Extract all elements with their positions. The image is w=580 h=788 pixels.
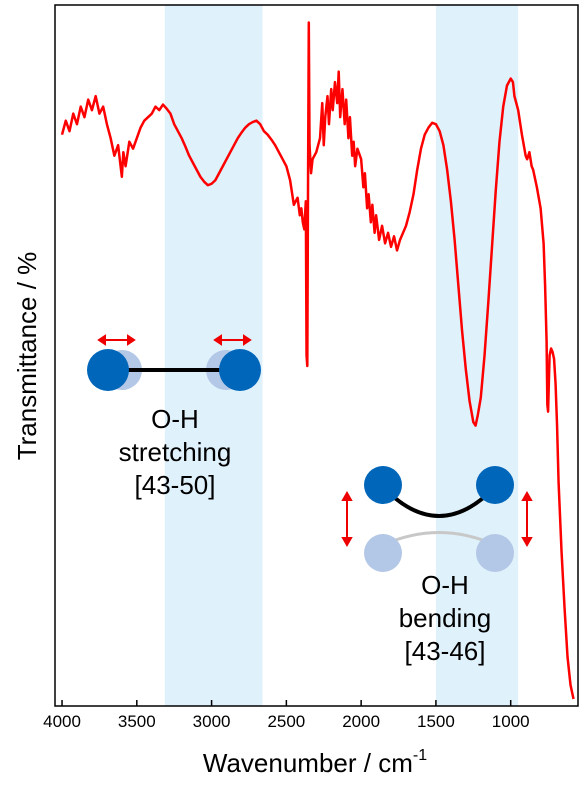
- annotation-text: O-H: [151, 404, 199, 434]
- annotation-text: stretching: [119, 437, 232, 467]
- annotation-text: [43-46]: [405, 636, 486, 666]
- plot-frame: [54, 4, 579, 707]
- bending-diagram: [341, 466, 533, 572]
- x-axis-label-text: Wavenumber / cm: [203, 748, 413, 778]
- annotation-text: O-H: [421, 570, 469, 600]
- spectrum-line: [60, 21, 575, 700]
- x-axis-label: Wavenumber / cm-1: [203, 747, 427, 778]
- highlight-band: [435, 5, 519, 706]
- x-tick-label: 3000: [193, 712, 231, 731]
- x-tick-label: 1000: [492, 712, 530, 731]
- y-axis-label: Transmittance / %: [12, 252, 42, 461]
- x-tick-label: 4000: [43, 712, 81, 731]
- x-tick-label: 2500: [267, 712, 305, 731]
- x-tick-label: 1500: [417, 712, 455, 731]
- x-axis-label-sup: -1: [413, 747, 427, 764]
- annotation-text: bending: [399, 603, 492, 633]
- x-tick-label: 3500: [118, 712, 156, 731]
- annotation-text: [43-50]: [135, 470, 216, 500]
- stretching-diagram: [87, 334, 261, 391]
- x-tick-label: 2000: [342, 712, 380, 731]
